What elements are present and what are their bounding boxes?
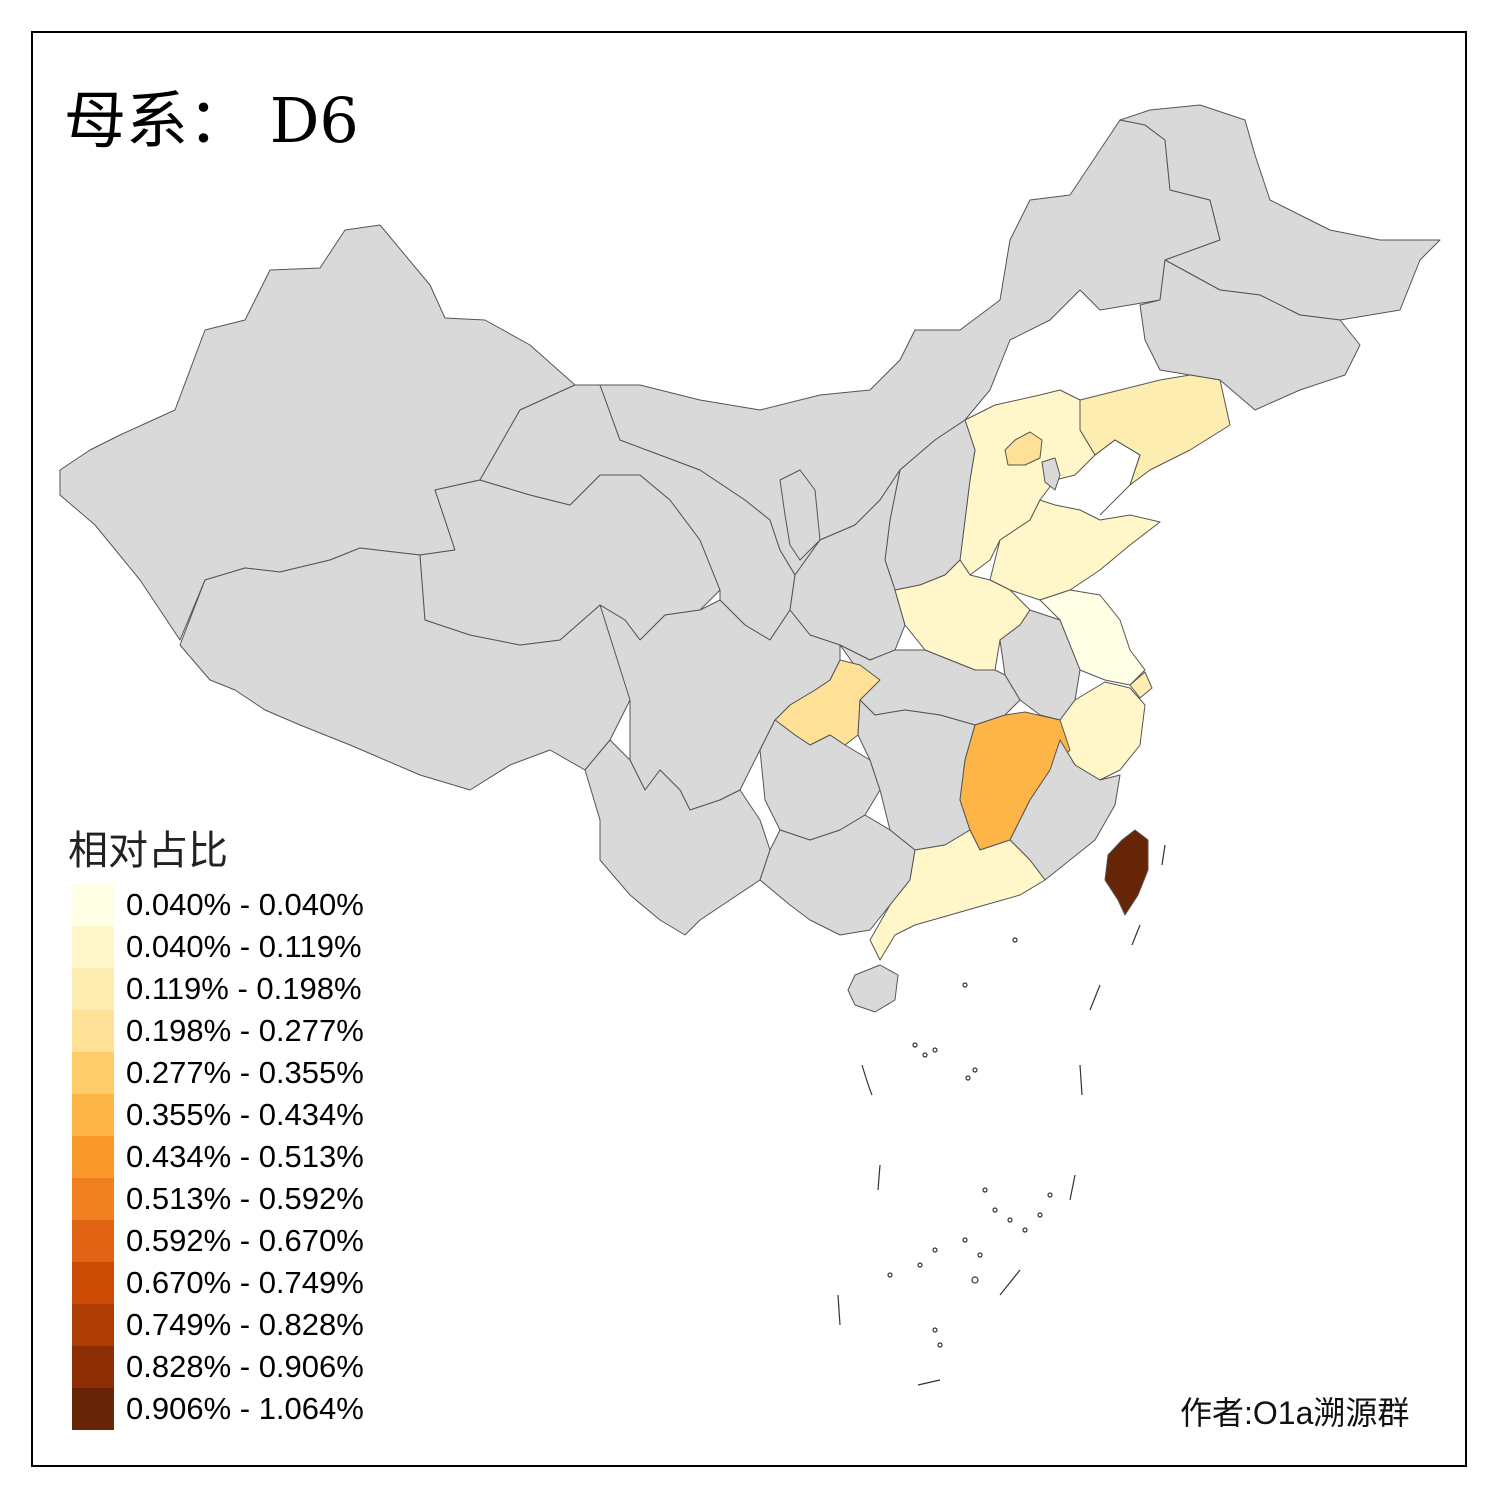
region-jilin: [1139, 259, 1361, 411]
legend-label: 0.670% - 0.749%: [126, 1265, 364, 1300]
legend-label: 0.513% - 0.592%: [126, 1181, 364, 1216]
legend-label: 0.198% - 0.277%: [126, 1013, 364, 1048]
legend-swatch: [72, 1052, 114, 1094]
legend-swatch: [72, 1346, 114, 1388]
region-shandong: [989, 499, 1161, 601]
region-heilongjiang: [1119, 104, 1441, 321]
legend-swatch: [72, 1304, 114, 1346]
legend-swatch: [72, 926, 114, 968]
bohai-coast: [1094, 439, 1141, 516]
legend-label: 0.355% - 0.434%: [126, 1097, 364, 1132]
legend-swatch: [72, 1388, 114, 1430]
map-frame: [31, 31, 1467, 1467]
page-title: 母系： D6: [64, 84, 359, 157]
legend-swatch: [72, 1136, 114, 1178]
legend-label: 0.119% - 0.198%: [126, 971, 362, 1006]
legend-swatch: [72, 968, 114, 1010]
legend-swatch: [72, 1010, 114, 1052]
region-taiwan: [1104, 829, 1149, 916]
legend-swatch: [72, 884, 114, 926]
region-tibet: [179, 547, 631, 791]
region-ningxia: [779, 469, 821, 561]
region-hainan: [847, 964, 899, 1013]
legend-swatch: [72, 1262, 114, 1304]
region-shanghai: [1129, 671, 1153, 699]
legend-label: 0.592% - 0.670%: [126, 1223, 364, 1258]
legend-label: 0.040% - 0.119%: [126, 929, 362, 964]
legend-label: 0.906% - 1.064%: [126, 1391, 364, 1426]
legend-title: 相对占比: [68, 828, 228, 874]
legend-label: 0.277% - 0.355%: [126, 1055, 364, 1090]
legend-swatch: [72, 1178, 114, 1220]
region-beijing: [1004, 431, 1043, 466]
legend-swatch: [72, 1094, 114, 1136]
author-credit: 作者:O1a溯源群: [1180, 1395, 1410, 1431]
legend-label: 0.434% - 0.513%: [126, 1139, 364, 1174]
legend-label: 0.749% - 0.828%: [126, 1307, 364, 1342]
legend-label: 0.040% - 0.040%: [126, 887, 364, 922]
south-sea-islands: [837, 844, 1166, 1386]
region-tianjin: [1041, 457, 1061, 491]
legend-swatch: [72, 1220, 114, 1262]
legend-label: 0.828% - 0.906%: [126, 1349, 364, 1384]
region-liaoning: [1079, 374, 1231, 486]
region-fujian: [1009, 739, 1121, 881]
region-guangdong: [869, 829, 1046, 961]
